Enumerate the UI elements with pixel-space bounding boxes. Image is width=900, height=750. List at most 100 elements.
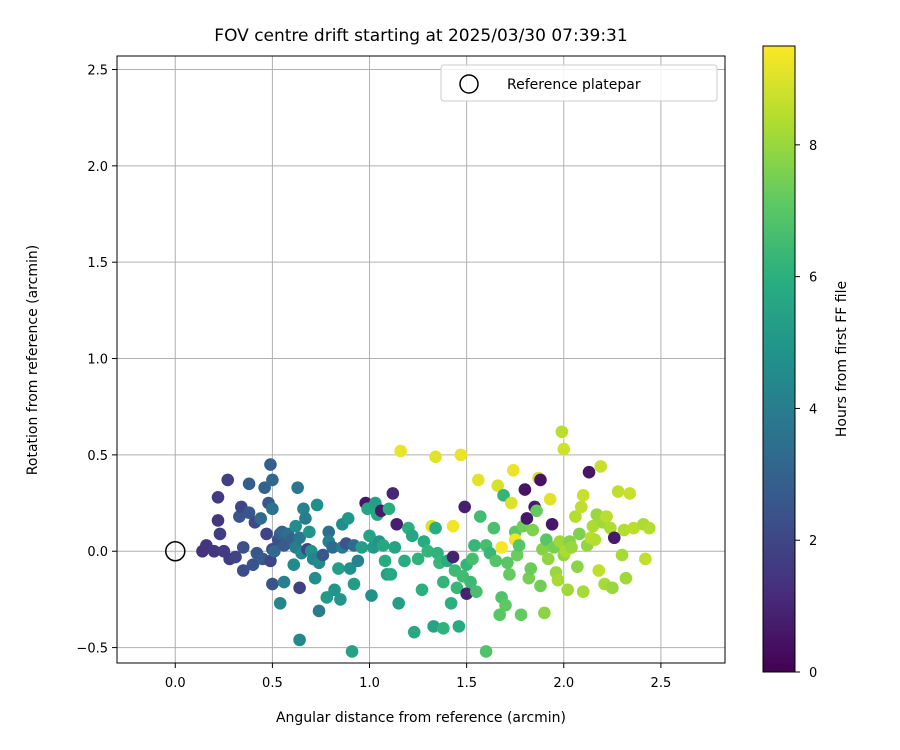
data-point bbox=[493, 608, 506, 622]
x-axis-label: Angular distance from reference (arcmin) bbox=[276, 710, 566, 726]
data-point bbox=[398, 554, 411, 568]
data-point bbox=[207, 544, 221, 558]
data-point bbox=[557, 442, 571, 456]
data-point bbox=[417, 535, 431, 548]
data-point bbox=[211, 490, 225, 504]
data-point bbox=[308, 571, 322, 585]
data-point bbox=[347, 577, 361, 591]
data-point bbox=[236, 541, 250, 554]
data-point bbox=[611, 485, 625, 498]
data-point bbox=[473, 510, 487, 523]
data-point bbox=[642, 521, 656, 535]
data-points bbox=[196, 425, 656, 658]
x-tick-label: 2.0 bbox=[553, 676, 574, 691]
data-point bbox=[411, 552, 425, 566]
colorbar-tick-label: 4 bbox=[809, 402, 817, 417]
data-point bbox=[479, 645, 493, 658]
data-point bbox=[539, 533, 553, 546]
data-point bbox=[571, 560, 584, 573]
grid bbox=[117, 56, 725, 663]
data-point bbox=[407, 625, 421, 639]
data-point bbox=[522, 571, 536, 585]
data-point bbox=[394, 444, 407, 458]
data-point bbox=[576, 585, 590, 599]
data-point bbox=[600, 510, 613, 523]
data-point bbox=[213, 527, 227, 541]
data-point bbox=[466, 552, 479, 566]
data-point bbox=[233, 510, 246, 523]
data-point bbox=[534, 473, 547, 487]
data-point bbox=[582, 465, 596, 479]
data-point bbox=[229, 550, 242, 564]
data-point bbox=[291, 481, 304, 494]
data-point bbox=[565, 541, 578, 554]
data-point bbox=[505, 496, 518, 510]
data-point bbox=[514, 608, 528, 622]
data-point bbox=[518, 483, 532, 496]
plot-area-frame bbox=[116, 55, 726, 664]
data-point bbox=[520, 512, 534, 525]
data-point bbox=[576, 489, 590, 502]
data-point bbox=[351, 554, 365, 568]
data-point bbox=[293, 531, 306, 545]
data-point bbox=[322, 525, 336, 539]
data-point bbox=[326, 541, 339, 554]
data-point bbox=[545, 517, 559, 531]
colorbar: 0 2 4 6 8 Hours from first FF file bbox=[762, 45, 850, 681]
data-point bbox=[334, 593, 347, 606]
data-point bbox=[468, 539, 481, 552]
chart-title: FOV centre drift starting at 2025/03/30 … bbox=[214, 26, 627, 46]
data-point bbox=[450, 581, 464, 595]
data-point bbox=[392, 596, 405, 610]
data-point bbox=[221, 473, 235, 487]
data-point bbox=[454, 448, 468, 462]
data-point bbox=[452, 620, 466, 633]
data-point bbox=[382, 502, 396, 516]
data-point bbox=[464, 575, 477, 589]
data-point bbox=[530, 504, 543, 518]
data-point bbox=[555, 425, 569, 439]
colorbar-tick-label: 6 bbox=[809, 271, 817, 286]
data-point bbox=[211, 514, 225, 527]
data-point bbox=[236, 564, 250, 577]
data-point bbox=[429, 521, 442, 535]
data-point bbox=[273, 596, 287, 610]
x-axis-ticks: 0.0 0.5 1.0 1.5 2.0 2.5 bbox=[165, 663, 671, 691]
x-tick-label: 1.0 bbox=[359, 676, 380, 691]
data-point bbox=[421, 544, 435, 558]
data-point bbox=[437, 575, 450, 589]
data-point bbox=[437, 622, 450, 635]
data-point bbox=[588, 533, 602, 546]
data-point bbox=[287, 558, 301, 572]
data-point bbox=[289, 519, 303, 533]
data-point bbox=[627, 521, 641, 535]
data-point bbox=[561, 583, 574, 597]
legend-box bbox=[440, 64, 718, 102]
data-point bbox=[526, 523, 539, 537]
y-tick-label: −0.5 bbox=[76, 642, 108, 657]
data-point bbox=[510, 548, 524, 562]
y-tick-label: 1.0 bbox=[87, 353, 108, 368]
data-point bbox=[355, 541, 369, 554]
data-point bbox=[506, 464, 520, 477]
data-point bbox=[293, 581, 306, 595]
data-point bbox=[254, 512, 268, 525]
data-point bbox=[316, 548, 330, 562]
data-point bbox=[242, 506, 256, 519]
data-point bbox=[320, 591, 334, 604]
data-point bbox=[332, 562, 345, 575]
legend-marker-icon bbox=[459, 74, 479, 94]
data-point bbox=[503, 568, 516, 581]
data-point bbox=[536, 543, 549, 556]
data-point bbox=[472, 473, 485, 487]
data-point bbox=[268, 544, 281, 558]
data-point bbox=[573, 527, 586, 541]
data-point bbox=[458, 500, 472, 514]
data-point bbox=[386, 487, 400, 500]
data-point bbox=[551, 573, 565, 587]
colorbar-tick-label: 0 bbox=[809, 666, 817, 681]
data-point bbox=[495, 541, 508, 554]
data-point bbox=[365, 589, 378, 602]
x-tick-label: 0.5 bbox=[262, 676, 283, 691]
